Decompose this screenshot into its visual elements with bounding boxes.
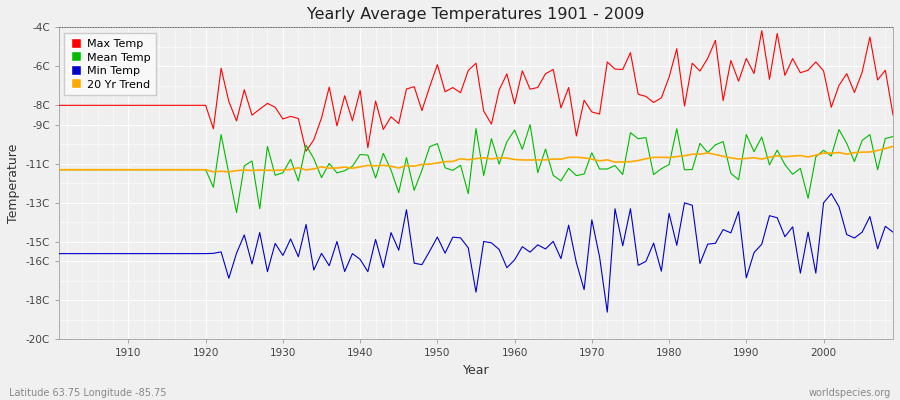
- Min Temp: [501, 265, 512, 270]
- Min Temp: [826, 191, 837, 196]
- 20 Yr Trend: [609, 160, 620, 164]
- Max Temp: [115, 103, 126, 108]
- 20 Yr Trend: [115, 167, 126, 172]
- Text: Latitude 63.75 Longitude -85.75: Latitude 63.75 Longitude -85.75: [9, 388, 166, 398]
- Min Temp: [609, 206, 620, 211]
- Max Temp: [887, 113, 898, 118]
- Max Temp: [609, 67, 620, 72]
- Mean Temp: [292, 179, 303, 184]
- Mean Temp: [617, 172, 628, 177]
- 20 Yr Trend: [339, 165, 350, 170]
- Title: Yearly Average Temperatures 1901 - 2009: Yearly Average Temperatures 1901 - 2009: [307, 7, 644, 22]
- Mean Temp: [887, 134, 898, 139]
- Max Temp: [53, 103, 64, 108]
- Min Temp: [285, 236, 296, 241]
- Max Temp: [339, 93, 350, 98]
- Mean Temp: [525, 122, 535, 127]
- Max Temp: [517, 68, 527, 73]
- X-axis label: Year: Year: [463, 364, 490, 377]
- Text: worldspecies.org: worldspecies.org: [809, 388, 891, 398]
- Min Temp: [331, 239, 342, 244]
- 20 Yr Trend: [292, 165, 303, 170]
- Max Temp: [509, 102, 520, 106]
- Min Temp: [509, 258, 520, 262]
- Mean Temp: [339, 168, 350, 173]
- Line: Mean Temp: Mean Temp: [58, 125, 893, 213]
- Line: Min Temp: Min Temp: [58, 194, 893, 312]
- Mean Temp: [231, 210, 242, 215]
- Line: Max Temp: Max Temp: [58, 31, 893, 151]
- Mean Temp: [509, 128, 520, 132]
- 20 Yr Trend: [517, 158, 527, 162]
- Legend: Max Temp, Mean Temp, Min Temp, 20 Yr Trend: Max Temp, Mean Temp, Min Temp, 20 Yr Tre…: [65, 33, 156, 95]
- Y-axis label: Temperature: Temperature: [7, 144, 20, 223]
- Min Temp: [887, 230, 898, 234]
- Mean Temp: [115, 167, 126, 172]
- Line: 20 Yr Trend: 20 Yr Trend: [58, 146, 893, 172]
- 20 Yr Trend: [887, 144, 898, 149]
- Mean Temp: [517, 147, 527, 152]
- Mean Temp: [53, 167, 64, 172]
- Min Temp: [602, 310, 613, 314]
- Max Temp: [285, 114, 296, 119]
- 20 Yr Trend: [509, 157, 520, 162]
- Min Temp: [53, 251, 64, 256]
- Max Temp: [756, 28, 767, 33]
- 20 Yr Trend: [53, 167, 64, 172]
- 20 Yr Trend: [223, 170, 234, 174]
- Max Temp: [301, 149, 311, 154]
- Min Temp: [115, 251, 126, 256]
